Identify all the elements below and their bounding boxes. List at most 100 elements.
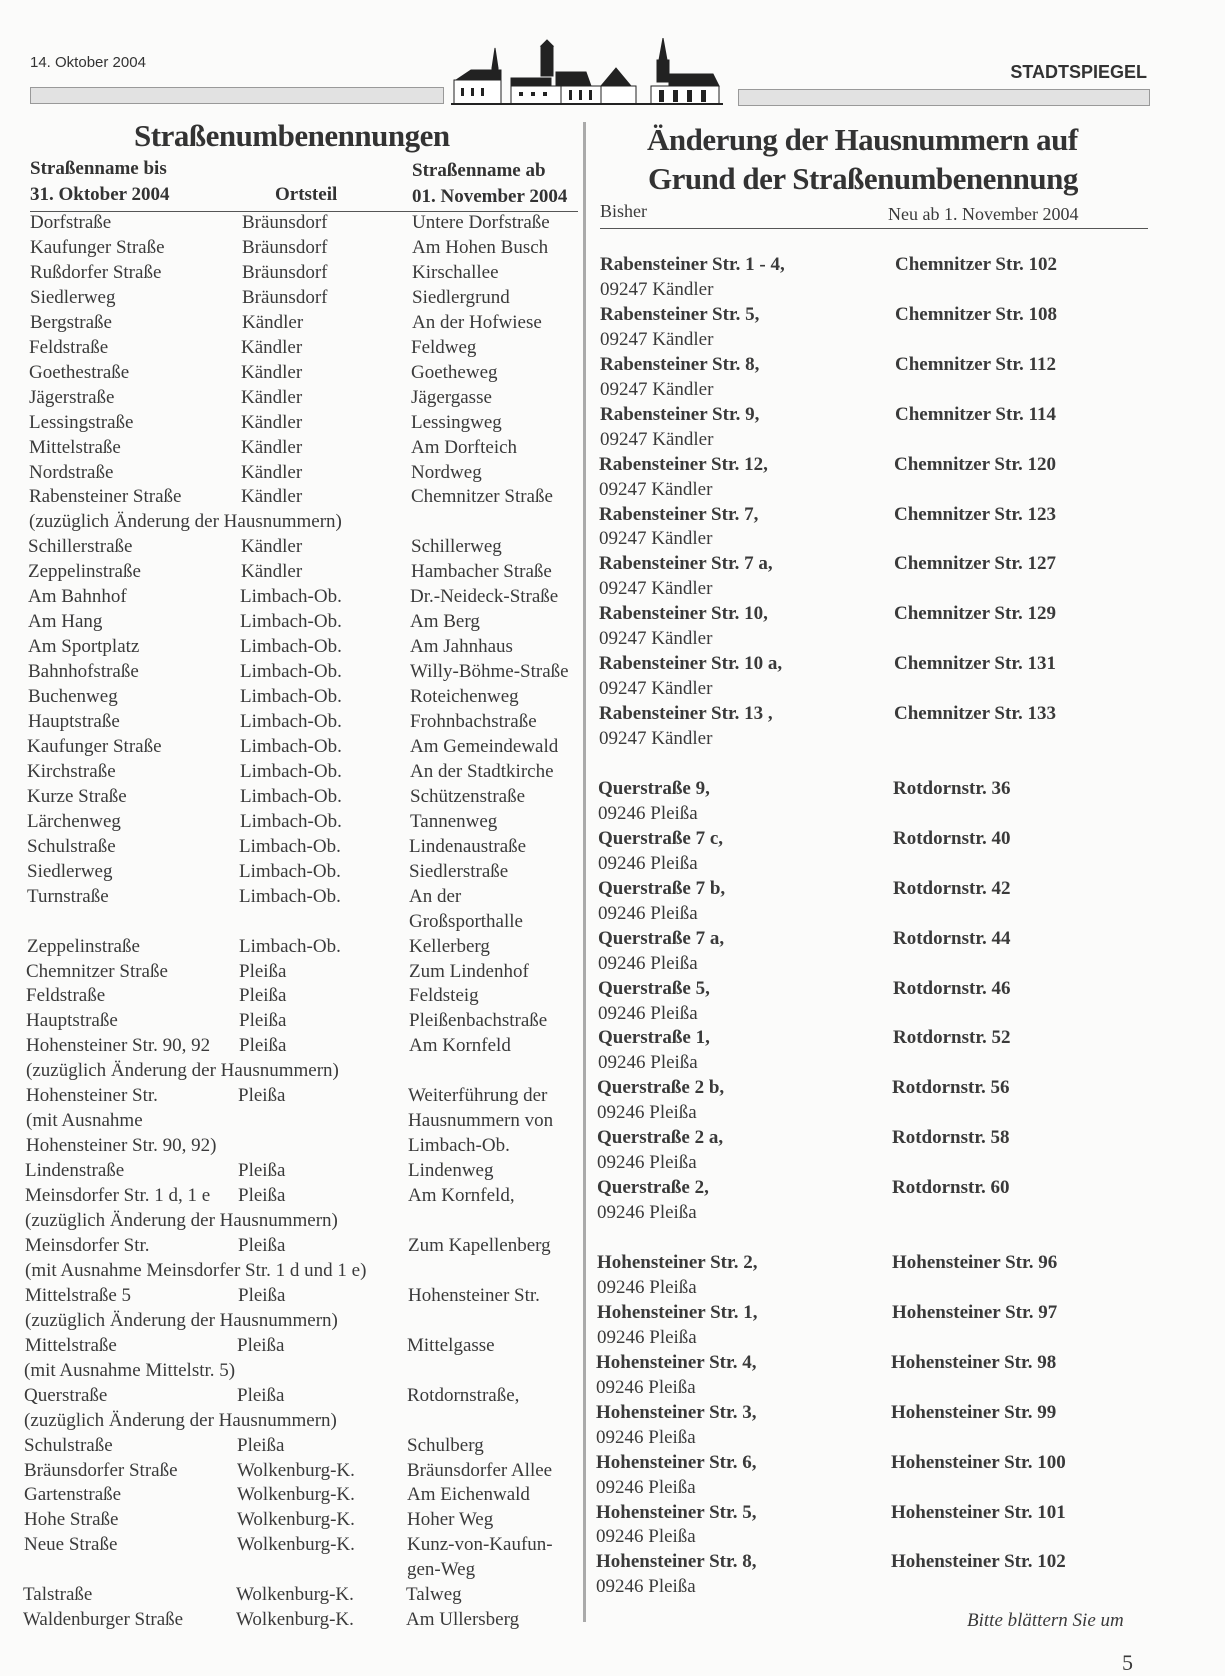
new-street-name: Tannenweg [410, 810, 498, 832]
old-street-name: Meinsdorfer Str. 1 d, 1 e [25, 1185, 211, 1207]
postcode-town: 09246 Pleißa [597, 1276, 697, 1298]
old-street-name: Am Sportplatz [28, 636, 140, 658]
old-street-name: (mit Ausnahme [26, 1110, 143, 1132]
district: Pleißa [239, 1010, 287, 1032]
old-street-name: Siedlerweg [27, 860, 113, 882]
new-street-name: Willy-Böhme-Straße [410, 661, 569, 683]
postcode-town: 09246 Pleißa [596, 1526, 696, 1548]
new-address: Hohensteiner Str. 102 [891, 1551, 1066, 1573]
new-address: Chemnitzer Str. 131 [894, 653, 1057, 675]
new-street-name: Weiterführung der [408, 1085, 548, 1107]
old-street-name: Kaufunger Straße [30, 236, 165, 258]
district: Limbach-Ob. [240, 711, 342, 732]
old-street-name: (zuzüglich Änderung der Hausnummern) [29, 511, 342, 533]
postcode-town: 09246 Pleißa [596, 1476, 696, 1498]
district: Wolkenburg-K. [237, 1459, 355, 1481]
old-street-name: (mit Ausnahme Meinsdorfer Str. 1 d und 1… [25, 1259, 367, 1281]
district: Limbach-Ob. [240, 661, 342, 683]
new-street-name: Am Jahnhaus [410, 636, 513, 658]
new-street-name: Roteichenweg [410, 686, 519, 708]
new-street-name: Frohnbachstraße [410, 711, 537, 732]
old-street-name: Neue Straße [24, 1534, 118, 1556]
old-address: Querstraße 5, [598, 977, 710, 999]
col-old-header-line2: 31. Oktober 2004 [30, 184, 170, 205]
old-street-name: Nordstraße [29, 461, 114, 483]
new-address: Chemnitzer Str. 120 [894, 453, 1057, 475]
district: Limbach-Ob. [240, 735, 342, 757]
old-address: Rabensteiner Str. 1 - 4, [600, 254, 785, 275]
new-street-name: Am Berg [410, 611, 480, 633]
old-street-name: Buchenweg [28, 686, 118, 708]
old-address: Rabensteiner Str. 13 , [599, 703, 773, 725]
district: Kändler [242, 311, 304, 333]
new-street-name: Am Ullersberg [406, 1609, 520, 1631]
old-street-name: Mittelstraße [29, 436, 121, 458]
new-street-name: Feldweg [411, 336, 477, 358]
district: Kändler [241, 561, 303, 583]
postcode-town: 09246 Pleißa [598, 952, 698, 974]
postcode-town: 09246 Pleißa [598, 1052, 698, 1074]
postcode-town: 09247 Kändler [600, 378, 714, 400]
col-neu-header: Neu ab 1. November 2004 [888, 204, 1079, 224]
postcode-town: 09246 Pleißa [597, 1202, 697, 1224]
district: Wolkenburg-K. [237, 1534, 355, 1556]
left-header-rule [30, 211, 578, 212]
old-street-name: Waldenburger Straße [23, 1609, 184, 1631]
postcode-town: 09246 Pleißa [597, 1152, 697, 1174]
header-bar-right [738, 89, 1150, 106]
postcode-town: 09246 Pleißa [596, 1426, 696, 1448]
postcode-town: 09247 Kändler [599, 528, 713, 550]
district: Pleißa [237, 1334, 285, 1356]
district: Pleißa [239, 985, 287, 1007]
new-street-name: Schillerweg [411, 536, 502, 558]
district: Limbach-Ob. [240, 636, 342, 658]
old-address: Rabensteiner Str. 10, [599, 603, 768, 625]
new-street-name: Lindenweg [408, 1160, 494, 1182]
new-address: Chemnitzer Str. 133 [894, 703, 1057, 725]
district: Pleißa [238, 1284, 286, 1306]
old-street-name: Lessingstraße [29, 411, 134, 433]
continue-note: Bitte blättern Sie um [967, 1610, 1124, 1631]
old-street-name: Kaufunger Straße [27, 735, 162, 757]
new-address: Rotdornstr. 44 [893, 927, 1011, 949]
new-street-name: Rotdornstraße, [407, 1384, 520, 1406]
old-street-name: Feldstraße [29, 336, 109, 358]
new-street-name: An der [409, 885, 462, 907]
old-street-name: Hohe Straße [24, 1509, 119, 1531]
district: Kändler [241, 536, 303, 558]
col-district-header: Ortsteil [275, 184, 338, 205]
new-street-name: Kirschallee [412, 261, 499, 283]
district: Pleißa [237, 1434, 285, 1456]
town-skyline-logo [451, 38, 723, 105]
district: Wolkenburg-K. [237, 1484, 355, 1506]
district: Kändler [241, 361, 303, 383]
old-address: Rabensteiner Str. 8, [600, 353, 760, 375]
postcode-town: 09246 Pleißa [596, 1376, 696, 1398]
new-address: Chemnitzer Str. 108 [895, 303, 1058, 325]
new-street-name: Goetheweg [411, 361, 498, 383]
district: Limbach-Ob. [240, 611, 342, 633]
col-new-header-line1: Straßenname ab [412, 160, 546, 181]
new-street-name: Hohensteiner Str. [408, 1284, 540, 1306]
old-address: Querstraße 9, [598, 777, 710, 799]
postcode-town: 09246 Pleißa [596, 1576, 696, 1598]
col-bisher-header: Bisher [600, 201, 647, 221]
district: Limbach-Ob. [240, 686, 342, 708]
district: Pleißa [238, 1085, 286, 1107]
old-street-name: Goethestraße [29, 361, 130, 383]
col-old-header-line1: Straßenname bis [30, 158, 167, 179]
new-address: Chemnitzer Str. 123 [894, 503, 1057, 525]
old-street-name: Siedlerweg [30, 286, 116, 308]
new-address: Chemnitzer Str. 112 [895, 353, 1056, 375]
new-address: Hohensteiner Str. 100 [891, 1451, 1066, 1473]
district: Pleißa [238, 1160, 286, 1182]
old-address: Rabensteiner Str. 7, [599, 503, 759, 525]
postcode-town: 09247 Kändler [599, 478, 713, 500]
old-street-name: Mittelstraße [25, 1334, 117, 1356]
new-street-name: Lessingweg [411, 411, 502, 433]
new-street-name: Limbach-Ob. [408, 1135, 510, 1157]
district: Limbach-Ob. [239, 935, 341, 957]
new-address: Chemnitzer Str. 127 [894, 553, 1057, 575]
new-street-name: Untere Dorfstraße [412, 212, 550, 233]
new-address: Rotdornstr. 58 [892, 1127, 1010, 1149]
